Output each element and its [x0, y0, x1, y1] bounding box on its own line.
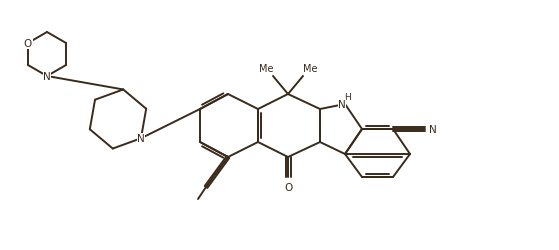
Text: Me: Me: [303, 64, 318, 74]
Text: N: N: [137, 134, 145, 144]
Text: N: N: [338, 100, 346, 110]
Text: Me: Me: [259, 64, 273, 74]
Text: N: N: [429, 124, 437, 134]
Text: H: H: [344, 92, 350, 101]
Text: O: O: [284, 182, 292, 192]
Text: O: O: [24, 39, 32, 49]
Text: N: N: [43, 72, 51, 82]
